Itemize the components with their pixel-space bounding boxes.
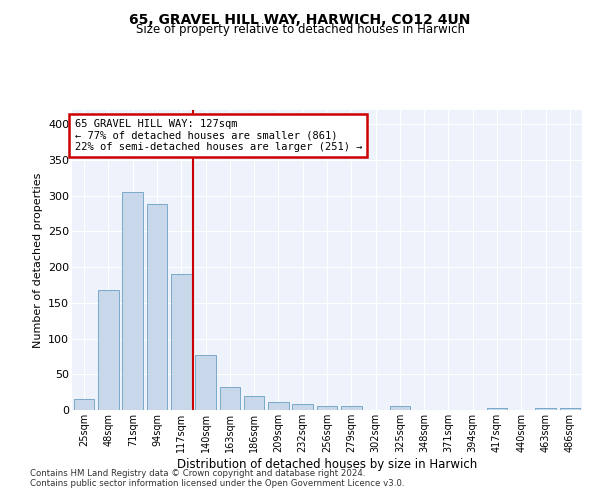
Bar <box>146 204 167 410</box>
Bar <box>171 274 191 410</box>
Bar <box>292 404 313 410</box>
Bar <box>389 406 410 410</box>
Bar <box>74 400 94 410</box>
Text: Size of property relative to detached houses in Harwich: Size of property relative to detached ho… <box>136 22 464 36</box>
Text: Contains public sector information licensed under the Open Government Licence v3: Contains public sector information licen… <box>30 478 404 488</box>
X-axis label: Distribution of detached houses by size in Harwich: Distribution of detached houses by size … <box>177 458 477 470</box>
Bar <box>487 408 508 410</box>
Text: Contains HM Land Registry data © Crown copyright and database right 2024.: Contains HM Land Registry data © Crown c… <box>30 468 365 477</box>
Bar <box>220 387 240 410</box>
Text: 65, GRAVEL HILL WAY, HARWICH, CO12 4UN: 65, GRAVEL HILL WAY, HARWICH, CO12 4UN <box>130 12 470 26</box>
Y-axis label: Number of detached properties: Number of detached properties <box>32 172 43 348</box>
Bar <box>341 406 362 410</box>
Bar <box>244 396 265 410</box>
Bar <box>560 408 580 410</box>
Text: 65 GRAVEL HILL WAY: 127sqm
← 77% of detached houses are smaller (861)
22% of sem: 65 GRAVEL HILL WAY: 127sqm ← 77% of deta… <box>74 119 362 152</box>
Bar <box>195 355 216 410</box>
Bar <box>122 192 143 410</box>
Bar <box>535 408 556 410</box>
Bar <box>98 290 119 410</box>
Bar <box>317 406 337 410</box>
Bar <box>268 402 289 410</box>
